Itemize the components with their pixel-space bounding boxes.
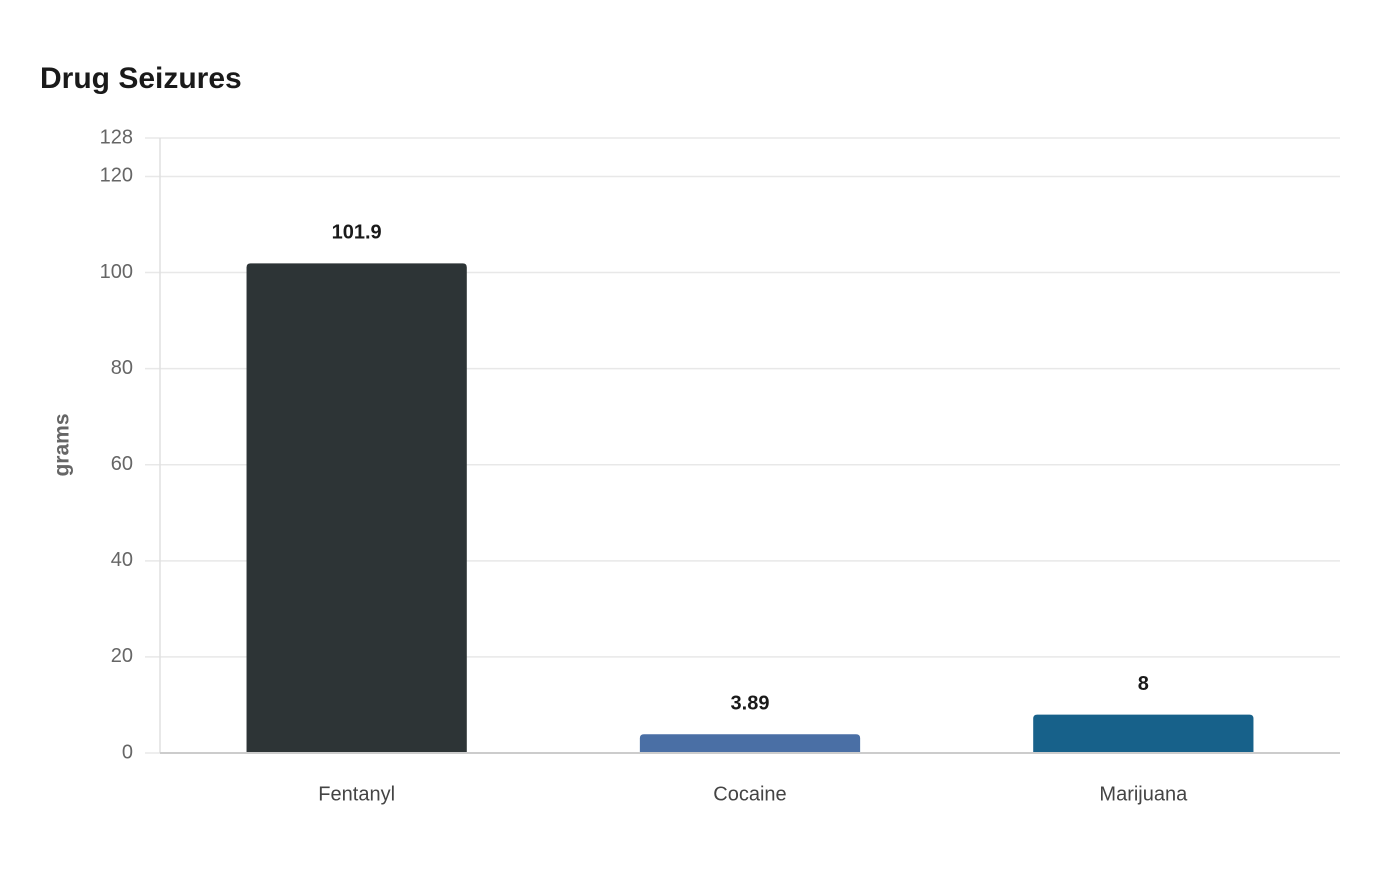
x-tick-label: Cocaine <box>713 783 786 805</box>
y-tick-label: 20 <box>111 645 133 667</box>
x-tick-label: Marijuana <box>1099 783 1188 805</box>
y-tick-label: 100 <box>100 261 133 283</box>
y-tick-label: 80 <box>111 357 133 379</box>
bar <box>639 734 861 753</box>
bar <box>1033 714 1254 753</box>
y-axis-label: grams <box>51 413 74 476</box>
y-tick-label: 60 <box>111 453 133 475</box>
data-label: 101.9 <box>332 222 382 244</box>
y-tick-label: 120 <box>100 165 133 187</box>
data-label: 8 <box>1138 673 1149 695</box>
y-tick-label: 128 <box>100 126 133 148</box>
data-label: 3.89 <box>731 693 770 715</box>
chart-title: Drug Seizures <box>40 62 242 95</box>
x-tick-label: Fentanyl <box>318 783 395 805</box>
y-tick-label: 40 <box>111 549 133 571</box>
bar <box>246 263 467 753</box>
y-tick-label: 0 <box>122 741 133 763</box>
